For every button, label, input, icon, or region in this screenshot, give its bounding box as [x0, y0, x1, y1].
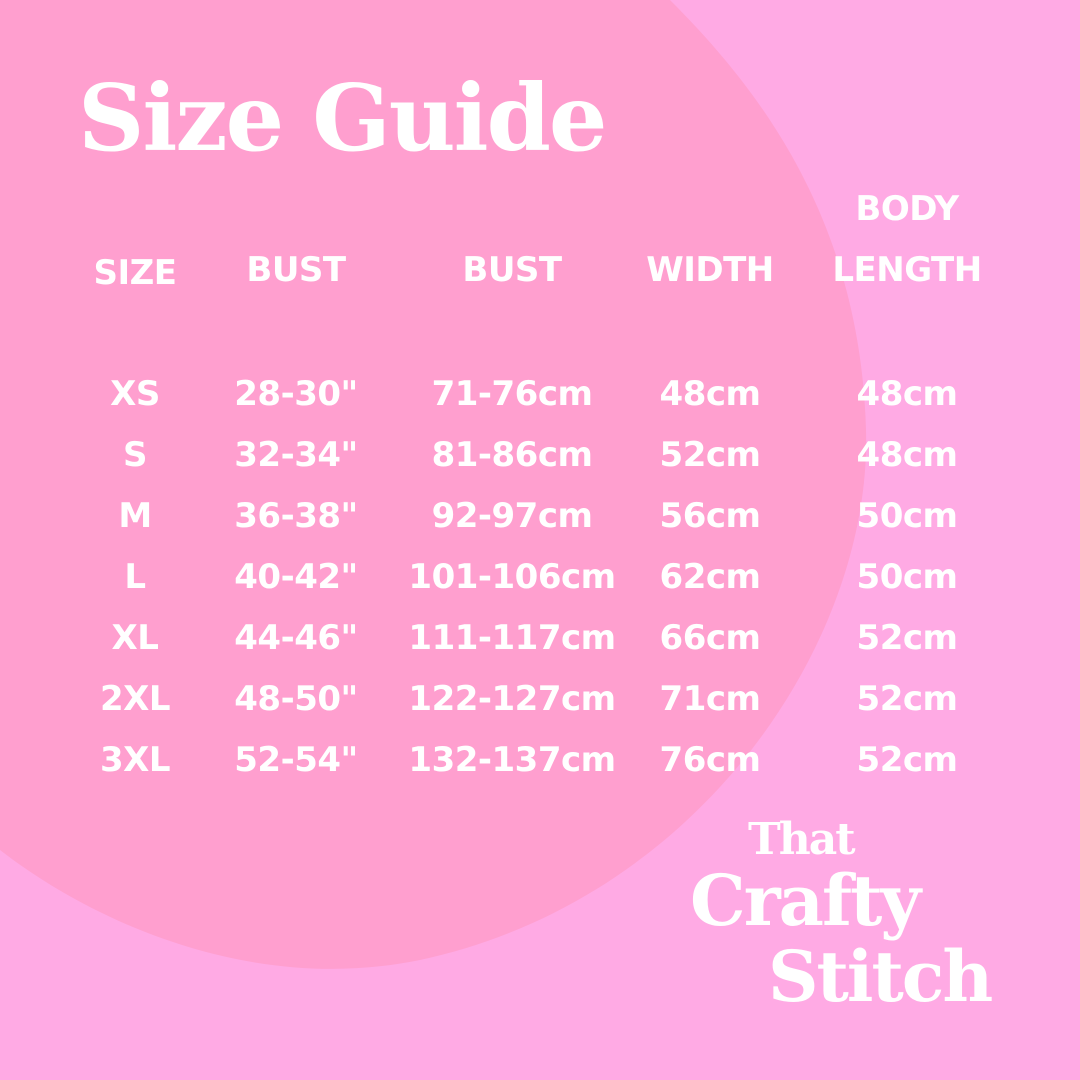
bust-inches-cell: 32-34" — [234, 435, 358, 475]
body-length-cell: 52cm — [856, 618, 958, 658]
width-cell: 71cm — [659, 679, 761, 719]
size-cell: XS — [110, 374, 160, 414]
width-cell: 76cm — [659, 740, 761, 780]
size-cell: S — [123, 435, 148, 475]
header-size: SIZE — [93, 253, 177, 293]
size-cell: L — [124, 557, 146, 597]
bust-inches-cell: 44-46" — [234, 618, 358, 658]
header-body-length-line2: LENGTH — [832, 250, 982, 290]
logo-line-crafty: Crafty — [690, 859, 921, 942]
bust-inches-cell: 48-50" — [234, 679, 358, 719]
body-length-cell: 52cm — [856, 679, 958, 719]
logo-line-stitch: Stitch — [768, 935, 993, 1018]
page-title: Size Guide — [78, 64, 607, 172]
body-length-cell: 50cm — [856, 557, 958, 597]
size-cell: 3XL — [99, 740, 171, 780]
bust-inches-cell: 40-42" — [234, 557, 358, 597]
width-cell: 66cm — [659, 618, 761, 658]
header-body-length-line1: BODY — [855, 189, 959, 229]
width-cell: 62cm — [659, 557, 761, 597]
body-length-cell: 52cm — [856, 740, 958, 780]
bust-inches-cell: 28-30" — [234, 374, 358, 414]
width-cell: 48cm — [659, 374, 761, 414]
size-cell: M — [118, 496, 152, 536]
header-bust-inches: BUST — [246, 250, 346, 290]
bust-cm-cell: 71-76cm — [431, 374, 593, 414]
size-cell: XL — [111, 618, 159, 658]
bust-cm-cell: 122-127cm — [408, 679, 616, 719]
width-cell: 56cm — [659, 496, 761, 536]
bust-cm-cell: 101-106cm — [408, 557, 616, 597]
header-bust-cm: BUST — [462, 250, 562, 290]
body-length-cell: 48cm — [856, 374, 958, 414]
size-cell: 2XL — [99, 679, 171, 719]
body-length-cell: 50cm — [856, 496, 958, 536]
bust-cm-cell: 132-137cm — [408, 740, 616, 780]
width-cell: 52cm — [659, 435, 761, 475]
bust-cm-cell: 92-97cm — [431, 496, 593, 536]
bust-cm-cell: 81-86cm — [431, 435, 593, 475]
header-width: WIDTH — [646, 250, 774, 290]
logo-line-that: That — [748, 814, 856, 865]
bust-cm-cell: 111-117cm — [408, 618, 616, 658]
bust-inches-cell: 36-38" — [234, 496, 358, 536]
bust-inches-cell: 52-54" — [234, 740, 358, 780]
body-length-cell: 48cm — [856, 435, 958, 475]
